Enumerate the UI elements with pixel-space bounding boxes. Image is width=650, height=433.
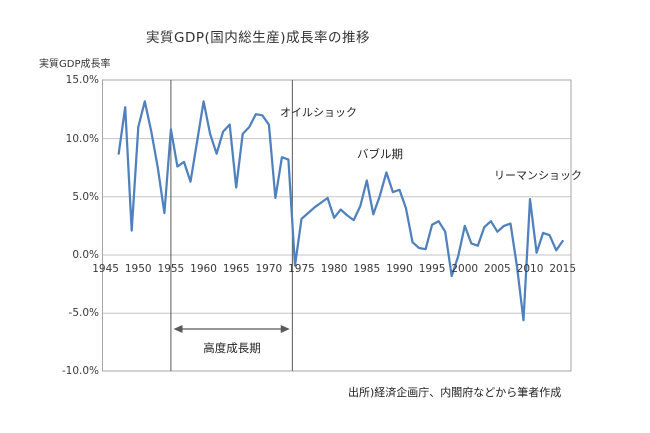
y-tick-label: -10.0% [61, 365, 99, 378]
x-tick-label: 1995 [418, 263, 446, 275]
y-axis-title: 実質GDP成長率 [39, 59, 111, 70]
y-tick-label: 0.0% [72, 249, 99, 261]
annotation-oil-shock: オイルショック [280, 106, 357, 119]
y-tick-label: 10.0% [65, 132, 99, 145]
x-tick-label: 1985 [353, 263, 381, 275]
x-tick-label: 1955 [157, 263, 185, 275]
y-tick-label: 5.0% [72, 190, 99, 203]
y-tick-label: 15.0% [65, 74, 99, 87]
x-tick-label: 1945 [92, 263, 119, 275]
x-tick-label: 1965 [222, 263, 250, 275]
annotation-bubble-era: バブル期 [357, 147, 403, 161]
arrow-head-right-icon [280, 325, 290, 333]
x-tick-label: 2015 [549, 263, 577, 275]
x-tick-label: 2000 [451, 263, 479, 275]
arrow-head-left-icon [173, 325, 183, 333]
gdp-growth-line [117, 100, 564, 322]
x-tick-label: 1990 [386, 263, 413, 275]
x-tick-label: 1980 [320, 263, 348, 275]
x-tick-label: 1975 [288, 263, 315, 275]
chart-title: 実質GDP(国内総生産)成長率の推移 [145, 30, 371, 46]
x-tick-label: 1970 [255, 263, 283, 275]
y-tick-label: -5.0% [68, 307, 99, 320]
annotation-high-growth-period: 高度成長期 [203, 341, 261, 355]
plot-border [102, 79, 572, 372]
x-tick-label: 1950 [124, 263, 152, 275]
x-tick-label: 2005 [484, 263, 511, 275]
annotation-lehman-shock: リーマンショック [494, 169, 582, 182]
x-tick-label: 1960 [190, 263, 217, 275]
source-note: 出所)経済企画庁、内閣府などから筆者作成 [348, 386, 562, 399]
x-tick-label: 2010 [516, 263, 544, 275]
